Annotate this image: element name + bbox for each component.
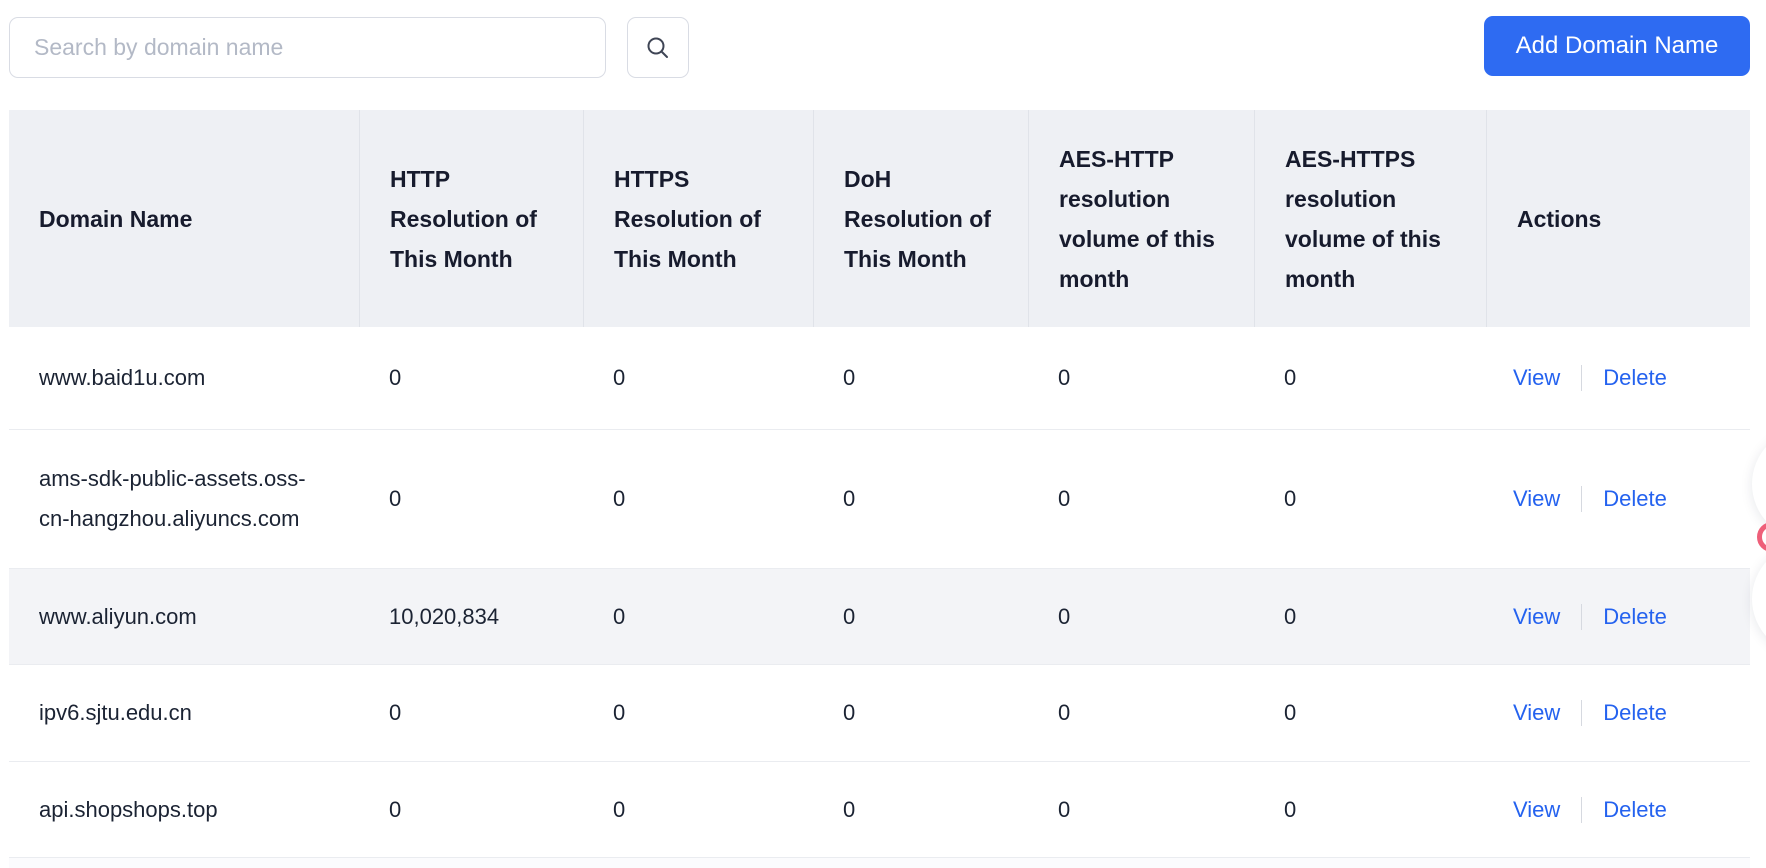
cell-https-resolution: 0 — [613, 796, 626, 822]
cell-https-resolution: 0 — [613, 700, 626, 725]
cell-aes-http-volume: 0 — [1058, 700, 1071, 725]
cell-http-resolution: 10,020,834 — [389, 603, 500, 629]
column-header-doh-resolution: DoH Resolution of This Month — [813, 110, 1028, 327]
table-row: www.baid1u.com 0 0 0 0 0 View Delete — [9, 327, 1750, 430]
cell-doh-resolution: 0 — [843, 700, 856, 725]
domain-table: Domain Name HTTP Resolution of This Mont… — [9, 110, 1750, 868]
delete-link[interactable]: Delete — [1603, 486, 1667, 511]
cell-domain-name: ams-sdk-public-assets.oss-cn-hangzhou.al… — [39, 466, 306, 531]
action-divider — [1581, 486, 1583, 512]
column-header-http-resolution: HTTP Resolution of This Month — [359, 110, 583, 327]
column-header-actions: Actions — [1486, 110, 1750, 327]
cell-https-resolution: 0 — [613, 486, 626, 511]
cell-doh-resolution: 0 — [843, 486, 856, 511]
table-header-row: Domain Name HTTP Resolution of This Mont… — [9, 110, 1750, 327]
column-header-aes-https-volume: AES-HTTPS resolution volume of this mont… — [1254, 110, 1486, 327]
cell-aes-https-volume: 0 — [1284, 796, 1297, 822]
view-link[interactable]: View — [1513, 796, 1561, 822]
cell-domain-name: www.baid1u.com — [39, 365, 206, 390]
search-button[interactable] — [627, 17, 689, 78]
cell-actions: View Delete — [1486, 665, 1750, 761]
cell-doh-resolution: 0 — [843, 796, 856, 822]
search-icon — [645, 35, 671, 61]
cell-https-resolution: 0 — [613, 603, 626, 629]
cell-http-resolution: 0 — [389, 486, 402, 511]
cell-aes-https-volume: 0 — [1284, 365, 1297, 390]
action-divider — [1581, 603, 1583, 630]
delete-link[interactable]: Delete — [1603, 796, 1667, 822]
cell-http-resolution: 0 — [389, 796, 402, 822]
view-link[interactable]: View — [1513, 700, 1561, 725]
view-link[interactable]: View — [1513, 486, 1561, 511]
cell-http-resolution: 0 — [389, 365, 402, 390]
cell-doh-resolution: 0 — [843, 365, 856, 390]
action-divider — [1581, 796, 1583, 823]
cell-aes-https-volume: 0 — [1284, 603, 1297, 629]
column-header-https-resolution: HTTPS Resolution of This Month — [583, 110, 813, 327]
delete-link[interactable]: Delete — [1603, 365, 1667, 390]
cell-actions: View Delete — [1486, 430, 1750, 568]
toolbar: Add Domain Name — [0, 0, 1766, 110]
cell-doh-resolution: 0 — [843, 603, 856, 629]
cell-aes-https-volume: 0 — [1284, 486, 1297, 511]
column-header-domain-name: Domain Name — [39, 205, 193, 232]
table-row-highlighted: www.aliyun.com 10,020,834 0 0 0 0 View D… — [9, 569, 1750, 665]
table-row: ams-sdk-public-assets.oss-cn-hangzhou.al… — [9, 430, 1750, 569]
view-link[interactable]: View — [1513, 603, 1561, 629]
table-body: www.baid1u.com 0 0 0 0 0 View Delete ams… — [9, 327, 1750, 868]
table-row: ipv6.sjtu.edu.cn 0 0 0 0 0 View Delete — [9, 665, 1750, 762]
cell-aes-https-volume: 0 — [1284, 700, 1297, 725]
cell-https-resolution: 0 — [613, 365, 626, 390]
cell-aes-http-volume: 0 — [1058, 603, 1071, 629]
cell-aes-http-volume: 0 — [1058, 486, 1071, 511]
cell-domain-name: ipv6.sjtu.edu.cn — [39, 700, 192, 725]
helper-notification-badge-icon — [1757, 522, 1766, 552]
view-link[interactable]: View — [1513, 365, 1561, 390]
delete-link[interactable]: Delete — [1603, 700, 1667, 725]
table-row-partial — [9, 858, 1750, 868]
action-divider — [1581, 365, 1583, 391]
add-domain-name-button[interactable]: Add Domain Name — [1484, 16, 1750, 76]
action-divider — [1581, 700, 1583, 726]
cell-aes-http-volume: 0 — [1058, 365, 1071, 390]
cell-domain-name: www.aliyun.com — [39, 603, 197, 629]
cell-actions: View Delete — [1486, 762, 1750, 857]
search-input[interactable] — [9, 17, 606, 78]
cell-actions: View Delete — [1486, 327, 1750, 429]
cell-aes-http-volume: 0 — [1058, 796, 1071, 822]
cell-actions: View Delete — [1486, 569, 1750, 664]
floating-helper-button[interactable] — [1752, 543, 1766, 655]
column-header-aes-http-volume: AES-HTTP resolution volume of this month — [1028, 110, 1254, 327]
cell-domain-name: api.shopshops.top — [39, 796, 218, 822]
delete-link[interactable]: Delete — [1603, 603, 1667, 629]
table-row: api.shopshops.top 0 0 0 0 0 View Delete — [9, 762, 1750, 858]
cell-http-resolution: 0 — [389, 700, 402, 725]
